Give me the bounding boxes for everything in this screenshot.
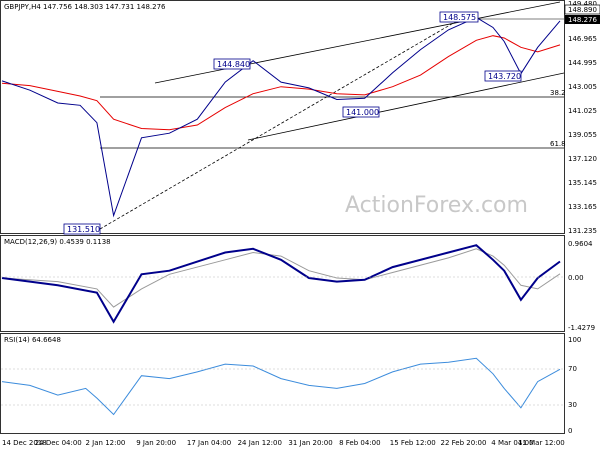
- svg-text:0.00: 0.00: [568, 274, 584, 282]
- time-tick: 17 Jan 04:00: [187, 439, 231, 447]
- svg-text:141.025: 141.025: [568, 107, 597, 115]
- macd-line: [1, 244, 561, 324]
- rsi-series: [1, 357, 561, 416]
- watermark: ActionForex.com: [345, 193, 528, 218]
- time-tick: 8 Feb 04:00: [339, 439, 380, 447]
- time-tick: 24 Dec 04:00: [35, 439, 82, 447]
- time-tick: 31 Jan 20:00: [288, 439, 332, 447]
- price-tick-top: 149.480: [568, 0, 597, 8]
- price-pane: [0, 0, 565, 234]
- time-tick: 22 Feb 20:00: [441, 439, 487, 447]
- rsi-axis: 100 70 30 0: [568, 336, 581, 435]
- time-tick: 4 Mar 04:00: [491, 439, 533, 447]
- price-tick-neartop: 148.890: [568, 6, 597, 14]
- price-line: [1, 16, 561, 218]
- current-price-box: [565, 15, 600, 24]
- rsi-pane: [0, 333, 565, 434]
- svg-text:143.720: 143.720: [488, 72, 521, 81]
- callout-low-1: 141.000: [342, 106, 380, 118]
- svg-text:0: 0: [568, 427, 572, 435]
- macd-axis: 0.9604 0.00 -1.4279: [568, 240, 595, 332]
- callout-high-2: 148.575: [439, 11, 479, 23]
- time-tick: 24 Jan 12:00: [238, 439, 282, 447]
- moving-average-line: [1, 35, 561, 131]
- svg-text:70: 70: [568, 365, 577, 373]
- svg-text:141.000: 141.000: [346, 108, 379, 117]
- channel-lower-line: [247, 72, 565, 141]
- price-series: [1, 16, 561, 218]
- svg-text:135.145: 135.145: [568, 179, 597, 187]
- macd-header: MACD(12,26,9) 0.4539 0.1138: [4, 238, 111, 246]
- rsi-header: RSI(14) 64.6648: [4, 336, 61, 344]
- svg-text:-1.4279: -1.4279: [568, 324, 595, 332]
- svg-text:144.840: 144.840: [217, 60, 250, 69]
- time-tick: 11 Mar 12:00: [518, 439, 565, 447]
- macd-signal-line: [1, 248, 561, 308]
- svg-text:100: 100: [568, 336, 581, 344]
- macd-pane: [0, 235, 565, 332]
- callout-low-0: 131.510: [63, 223, 101, 235]
- macd-series: [1, 244, 561, 324]
- svg-text:137.120: 137.120: [568, 155, 597, 163]
- fib-382-label: 38.2: [550, 89, 566, 97]
- svg-text:30: 30: [568, 401, 577, 409]
- svg-text:0.9604: 0.9604: [568, 240, 593, 248]
- svg-text:133.165: 133.165: [568, 203, 597, 211]
- time-tick: 2 Jan 12:00: [86, 439, 126, 447]
- svg-text:131.235: 131.235: [568, 227, 597, 235]
- svg-text:143.005: 143.005: [568, 83, 597, 91]
- chart-header: GBPJPY,H4 147.756 148.303 147.731 148.27…: [4, 3, 166, 11]
- svg-text:146.965: 146.965: [568, 35, 597, 43]
- price-axis: 149.480 148.890 148.276 146.965 144.995 …: [564, 0, 600, 235]
- svg-text:139.055: 139.055: [568, 131, 597, 139]
- channel-upper-line: [154, 1, 561, 84]
- callout-high-1: 144.840: [213, 58, 251, 70]
- rsi-line: [1, 357, 561, 416]
- svg-text:148.575: 148.575: [443, 13, 476, 22]
- callout-low-2: 143.720: [484, 70, 522, 82]
- svg-text:131.510: 131.510: [67, 225, 100, 234]
- svg-text:144.995: 144.995: [568, 59, 597, 67]
- time-tick: 9 Jan 20:00: [136, 439, 176, 447]
- current-price: 148.276: [568, 16, 597, 24]
- time-tick: 15 Feb 12:00: [390, 439, 436, 447]
- fib-618-label: 61.8: [550, 140, 566, 148]
- time-tick: 14 Dec 2018: [2, 439, 47, 447]
